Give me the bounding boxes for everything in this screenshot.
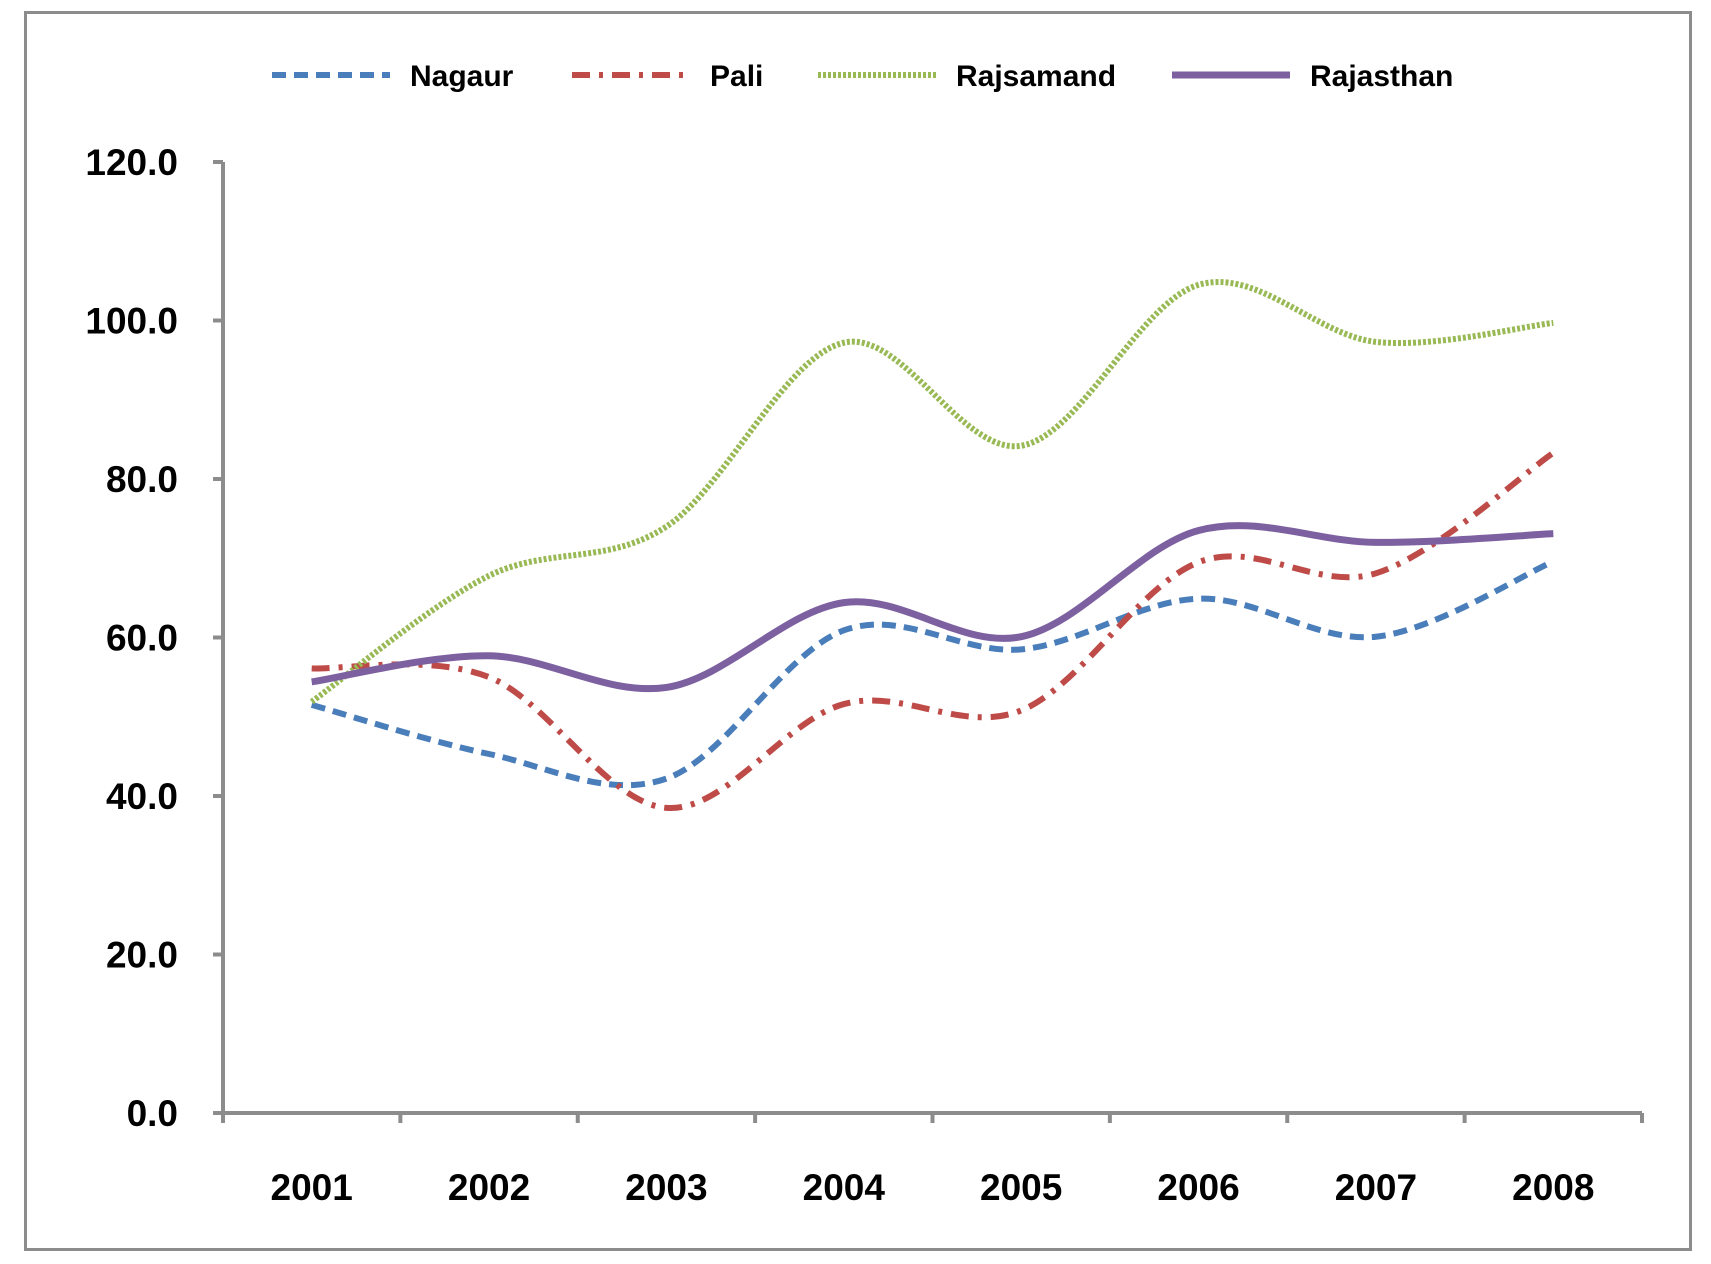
x-tick-label: 2001 [271, 1167, 353, 1208]
y-tick-label: 120.0 [85, 142, 178, 183]
x-tick-label: 2008 [1512, 1167, 1594, 1208]
x-tick-label: 2002 [448, 1167, 530, 1208]
legend-label-nagaur: Nagaur [410, 60, 514, 93]
legend-label-rajsamand: Rajsamand [956, 60, 1116, 93]
y-tick-label: 80.0 [106, 459, 178, 500]
legend-label-pali: Pali [710, 60, 763, 93]
y-tick-label: 60.0 [106, 618, 178, 659]
legend-label-rajasthan: Rajasthan [1310, 60, 1453, 93]
y-tick-label: 20.0 [106, 935, 178, 976]
x-tick-label: 2007 [1335, 1167, 1417, 1208]
x-tick-label: 2003 [625, 1167, 707, 1208]
x-tick-label: 2006 [1157, 1167, 1239, 1208]
y-tick-label: 0.0 [127, 1093, 178, 1134]
x-tick-label: 2004 [803, 1167, 886, 1208]
series-line-nagaur [310, 558, 1555, 789]
y-tick-label: 40.0 [106, 776, 178, 817]
series-line-rajasthan [311, 522, 1554, 693]
series-line-rajsamand [309, 279, 1554, 705]
chart-frame [24, 11, 1692, 1251]
x-tick-label: 2005 [980, 1167, 1062, 1208]
series-line-pali [311, 450, 1555, 811]
y-tick-label: 100.0 [85, 301, 178, 342]
